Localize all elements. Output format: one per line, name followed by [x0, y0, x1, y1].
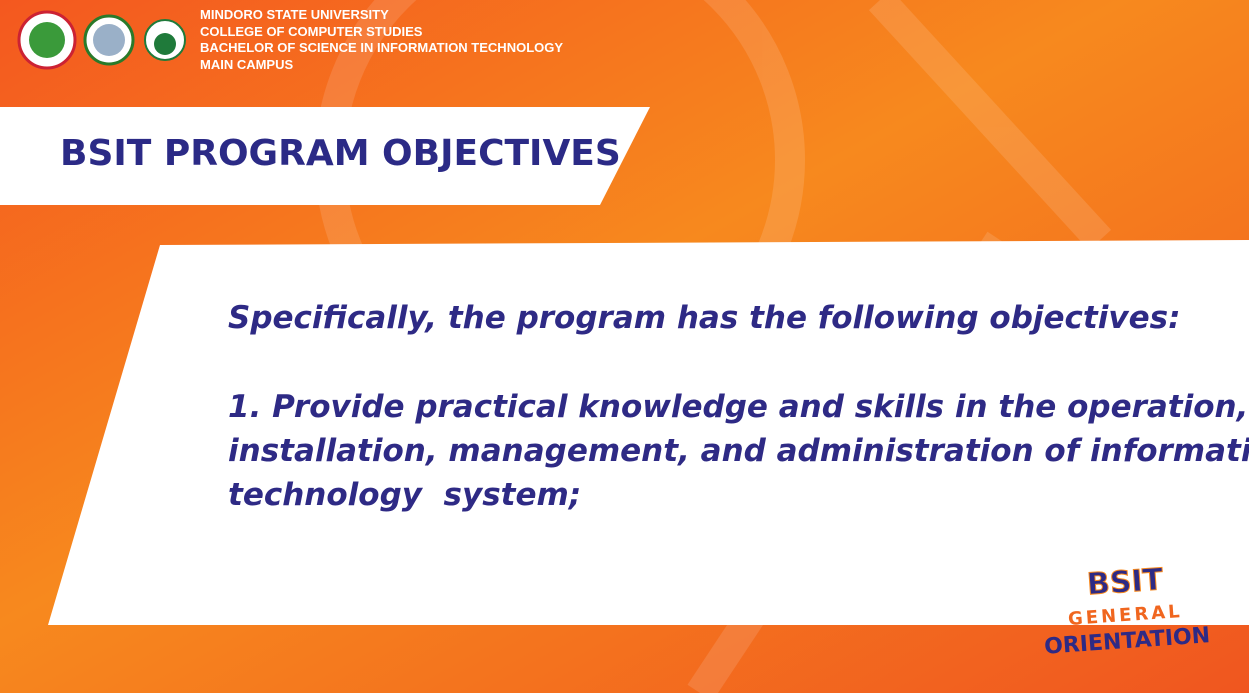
badge-bsit: BSIT — [1086, 562, 1165, 602]
objective-line: 1. Provide practical knowledge and skill… — [228, 389, 1248, 425]
logo-inner — [154, 33, 176, 55]
objective-line: technology system; — [228, 477, 581, 513]
objective-line: installation, management, and administra… — [228, 433, 1249, 469]
content-panel — [48, 240, 1249, 625]
header-line: COLLEGE OF COMPUTER STUDIES — [200, 24, 423, 39]
title: BSIT PROGRAM OBJECTIVES — [60, 133, 621, 174]
header-line: BACHELOR OF SCIENCE IN INFORMATION TECHN… — [200, 40, 563, 55]
header-line: MAIN CAMPUS — [200, 57, 293, 72]
header-line: MINDORO STATE UNIVERSITY — [200, 7, 389, 22]
title-banner — [0, 107, 650, 205]
logo-inner — [29, 22, 65, 58]
logo-inner — [93, 24, 125, 56]
intro-text: Specifically, the program has the follow… — [228, 300, 1180, 336]
logos — [17, 10, 186, 70]
